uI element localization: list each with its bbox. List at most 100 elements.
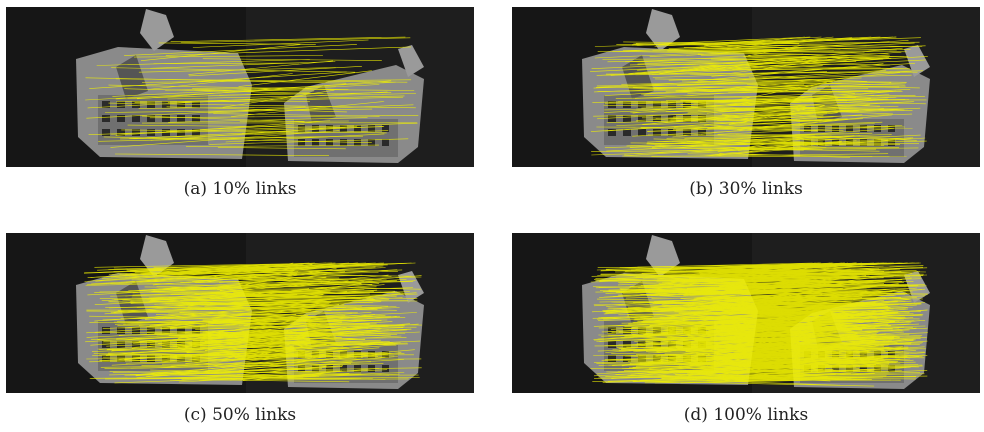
link-line [697, 63, 884, 81]
link-line [640, 127, 818, 132]
link-line [111, 355, 312, 366]
link-line [111, 126, 385, 135]
caption-d: (d) 100% links [683, 405, 809, 425]
link-line [125, 289, 365, 297]
link-line [169, 372, 362, 379]
link-line [622, 45, 867, 51]
link-line [140, 44, 301, 61]
link-line [685, 262, 820, 269]
link-line [162, 289, 404, 294]
match-visualization-c [6, 233, 474, 393]
building-left-window [623, 115, 631, 122]
link-line [136, 80, 392, 100]
link-line [181, 379, 350, 383]
link-line [189, 326, 389, 337]
link-line [683, 47, 834, 51]
link-line [120, 318, 324, 320]
link-line [742, 89, 911, 98]
building-left-window [623, 101, 631, 108]
link-line [238, 70, 372, 87]
building-left-window [117, 341, 125, 348]
link-line [144, 304, 318, 320]
link-line [600, 59, 926, 76]
link-line [144, 307, 400, 320]
link-line [691, 306, 890, 319]
link-line [604, 85, 799, 96]
link-line [637, 57, 890, 71]
link-line [606, 293, 857, 307]
building-right-window [818, 139, 825, 146]
link-line [89, 322, 423, 326]
building-left-window [102, 101, 110, 108]
link-line [149, 315, 386, 326]
link-line [241, 342, 394, 360]
link-line [591, 147, 827, 156]
link-line [628, 59, 807, 74]
link-line [187, 296, 356, 308]
link-line [685, 314, 873, 324]
building-left-window [192, 115, 200, 122]
link-line [158, 281, 364, 290]
building-left-window [132, 327, 140, 334]
link-line [133, 55, 323, 58]
building-right-window [860, 351, 867, 358]
link-line [104, 301, 382, 315]
link-line [720, 348, 833, 361]
link-line [94, 289, 378, 305]
building-left-window [668, 129, 676, 136]
link-line [595, 280, 884, 289]
link-line [183, 296, 346, 301]
link-line [642, 107, 813, 125]
building-left-window [162, 327, 170, 334]
building-left-window [177, 327, 185, 334]
link-line [597, 101, 915, 120]
building-right-window [846, 365, 853, 372]
building-right-window [368, 125, 375, 132]
link-line [609, 278, 876, 283]
link-line [124, 44, 357, 56]
link-line [629, 147, 804, 151]
link-line [641, 82, 907, 95]
link-line [592, 96, 925, 103]
link-line [717, 125, 903, 135]
link-line [596, 70, 924, 76]
link-line [126, 264, 361, 283]
link-line [119, 342, 383, 360]
building-right-window [888, 365, 895, 372]
link-line [96, 59, 310, 66]
link-line [180, 37, 411, 43]
link-line [609, 102, 806, 107]
link-line [153, 262, 333, 268]
correspondence-links [83, 262, 423, 384]
link-line [85, 84, 380, 101]
link-line [238, 322, 377, 326]
link-line [595, 71, 912, 88]
link-line [98, 341, 297, 356]
link-line [189, 357, 317, 372]
link-line [632, 96, 812, 114]
building-left-window [608, 101, 616, 108]
link-line [225, 133, 385, 143]
building-left-window [147, 327, 155, 334]
link-line [202, 58, 383, 61]
link-line [711, 63, 916, 77]
link-line [217, 147, 346, 150]
link-line [697, 53, 892, 59]
building-right-window [846, 351, 853, 358]
building-left-window [132, 341, 140, 348]
link-line [612, 281, 840, 297]
building-left-window [608, 129, 616, 136]
link-line [662, 318, 870, 335]
link-line [104, 108, 373, 113]
matching-image-a [6, 7, 474, 167]
link-line [593, 110, 913, 117]
link-line [200, 295, 418, 299]
building-right-window [860, 365, 867, 372]
link-line [628, 87, 855, 94]
building-right-window [832, 365, 839, 372]
link-line [156, 281, 414, 287]
building-left-window [192, 129, 200, 136]
link-line [602, 56, 909, 60]
link-line [629, 292, 808, 311]
building-left-window [132, 101, 140, 108]
